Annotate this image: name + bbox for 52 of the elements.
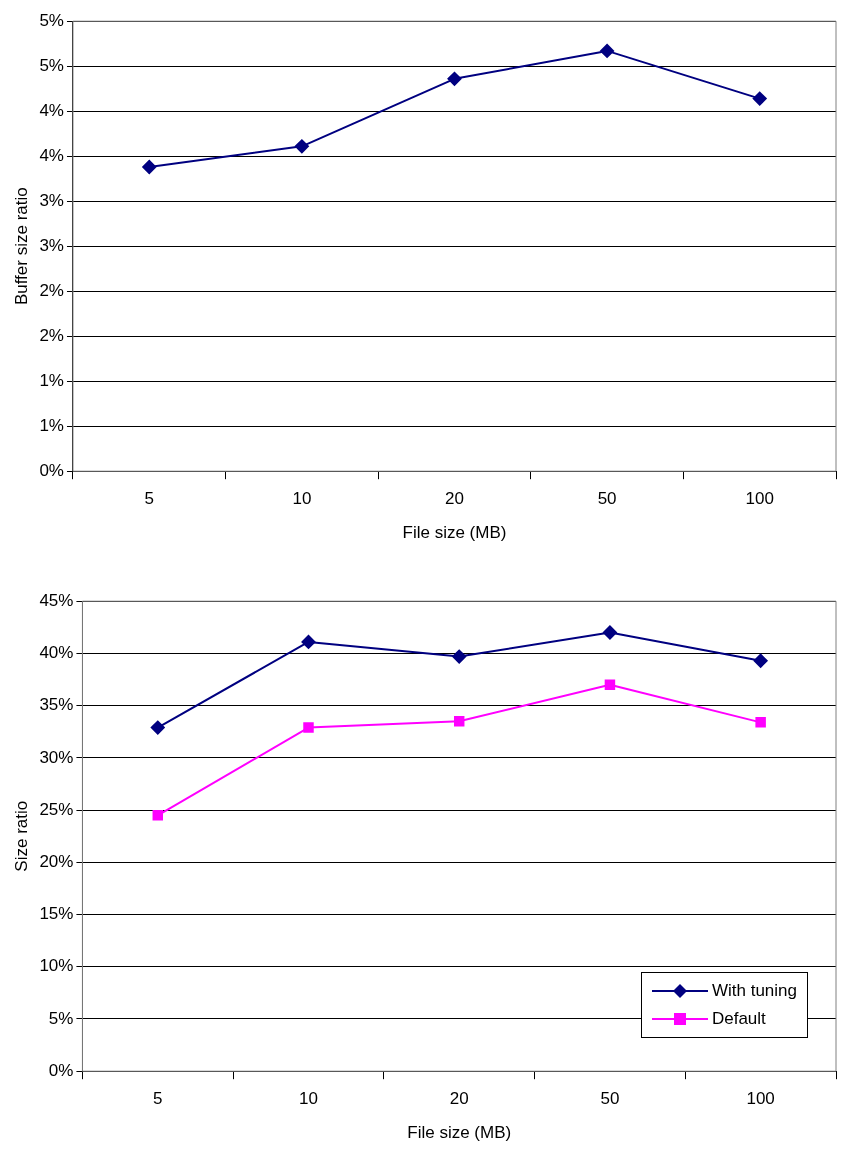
y-axis-title: Buffer size ratio	[11, 187, 31, 306]
x-tick-label: 50	[597, 489, 617, 509]
y-tick-label: 5%	[48, 1008, 74, 1028]
point	[447, 71, 462, 86]
y-tick-label: 45%	[39, 590, 74, 610]
y-tick-label: 5%	[39, 10, 64, 30]
x-tick-label: 50	[600, 1089, 620, 1109]
x-tick-label: 5	[144, 489, 155, 509]
y-tick-label: 4%	[39, 145, 64, 165]
point	[604, 679, 616, 690]
point	[150, 720, 165, 735]
y-tick-label: 10%	[39, 956, 74, 976]
x-tick-label: 10	[292, 489, 312, 509]
y-tick-label: 40%	[39, 643, 74, 663]
x-tick-label: 10	[299, 1089, 318, 1109]
x-tick-label: 20	[445, 489, 464, 509]
point	[152, 810, 164, 821]
y-tick-label: 0%	[39, 460, 64, 480]
y-tick-label: 1%	[39, 415, 64, 435]
legend-label: Default	[711, 1009, 766, 1029]
point	[752, 91, 767, 106]
point	[453, 716, 465, 727]
y-tick-label: 25%	[39, 799, 74, 819]
point	[753, 653, 768, 668]
point	[301, 634, 316, 649]
y-tick-label: 35%	[39, 695, 74, 715]
legend-label: With tuning	[711, 981, 797, 1001]
point	[452, 649, 467, 664]
y-tick-label: 3%	[39, 190, 64, 210]
point	[755, 717, 766, 728]
point	[600, 43, 615, 58]
y-tick-label: 2%	[39, 325, 64, 345]
y-tick-label: 1%	[39, 370, 64, 390]
point	[294, 139, 309, 154]
y-tick-label: 15%	[39, 904, 74, 924]
point	[303, 722, 314, 733]
x-axis-title: File size (MB)	[407, 1123, 512, 1143]
x-tick-label: 100	[746, 1089, 775, 1109]
y-tick-label: 2%	[39, 280, 64, 300]
x-axis-title: File size (MB)	[402, 523, 507, 543]
x-tick-label: 100	[745, 489, 774, 509]
y-tick-label: 4%	[39, 100, 64, 120]
point	[142, 160, 157, 174]
y-tick-label: 0%	[48, 1060, 74, 1080]
y-tick-label: 3%	[39, 235, 64, 255]
point	[602, 625, 617, 640]
y-tick-label: 5%	[39, 55, 64, 75]
y-tick-label: 20%	[39, 852, 74, 871]
y-tick-label: 30%	[39, 747, 74, 767]
x-tick-label: 5	[153, 1089, 163, 1109]
y-axis-title: Size ratio	[11, 800, 31, 872]
x-tick-label: 20	[449, 1089, 469, 1109]
